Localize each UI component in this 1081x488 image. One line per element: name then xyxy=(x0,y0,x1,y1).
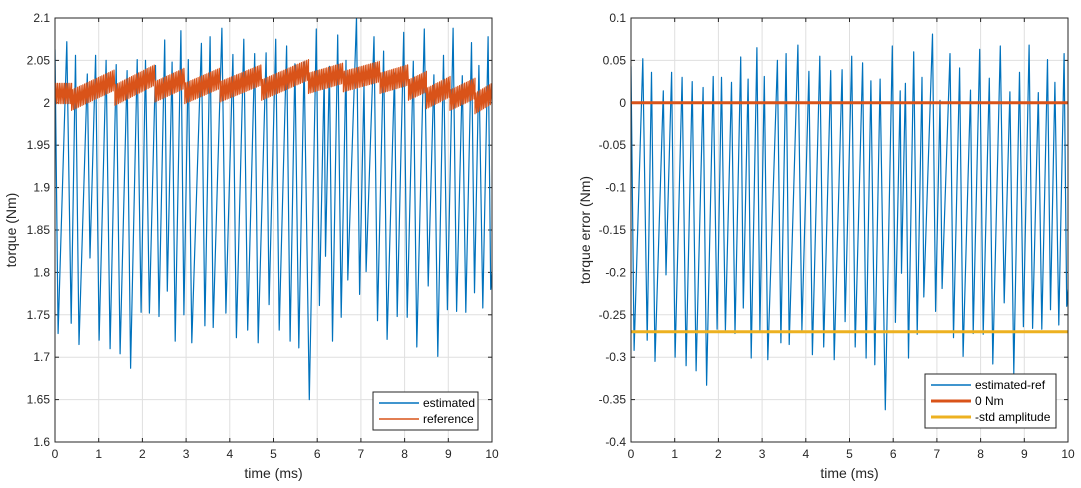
chart-2: 0 1 2 3 4 5 6 7 8 9 10 -0.4 -0.35 -0.3 -0.25 -0.2 -0.15 -… xyxy=(577,11,1075,481)
y-tick-label: 1.7 xyxy=(33,350,50,364)
x-tick-label: 10 xyxy=(485,447,499,461)
y-tick-label: -0.15 xyxy=(599,223,627,237)
x-tick-label: 9 xyxy=(1021,447,1028,461)
x-tick-label: 8 xyxy=(977,447,984,461)
y-tick-label: 0.1 xyxy=(609,11,626,25)
x-tick-label: 1 xyxy=(671,447,678,461)
legend-label: reference xyxy=(423,412,474,426)
series-line-estimated xyxy=(55,18,492,401)
y-tick-label: 1.85 xyxy=(27,223,51,237)
axes-box xyxy=(630,17,1069,443)
x-tick-label: 0 xyxy=(52,447,59,461)
x-tick-label: 10 xyxy=(1061,447,1075,461)
x-tick-label: 3 xyxy=(183,447,190,461)
x-tick-label: 7 xyxy=(358,447,365,461)
legend-box xyxy=(372,391,479,431)
x-tick-label: 6 xyxy=(314,447,321,461)
y-tick-label: 0 xyxy=(619,96,626,110)
x-tick-label: 3 xyxy=(759,447,766,461)
x-tick-label: 2 xyxy=(715,447,722,461)
y-tick-label: -0.05 xyxy=(599,138,627,152)
y-tick-label: 1.75 xyxy=(27,308,51,322)
series-line-reference xyxy=(55,59,492,115)
legend-label: estimated-ref xyxy=(975,378,1046,392)
x-tick-label: 2 xyxy=(139,447,146,461)
axes-box xyxy=(54,17,493,443)
legend-label: estimated xyxy=(423,396,475,410)
x-tick-label: 4 xyxy=(226,447,233,461)
x-tick-label: 4 xyxy=(802,447,809,461)
legend-label: 0 Nm xyxy=(975,394,1004,408)
x-tick-label: 0 xyxy=(628,447,635,461)
y-tick-label: 1.65 xyxy=(27,393,51,407)
x-axis-label: time (ms) xyxy=(820,465,878,481)
y-tick-label: 1.9 xyxy=(33,181,50,195)
series-group xyxy=(631,33,1068,411)
y-tick-label: -0.35 xyxy=(599,393,627,407)
legend: estimated-ref 0 Nm -std amplitude xyxy=(924,373,1057,429)
y-tick-label: 1.8 xyxy=(33,265,50,279)
legend: estimated reference xyxy=(372,391,479,431)
y-tick-label: 1.6 xyxy=(33,435,50,449)
x-tick-label: 5 xyxy=(846,447,853,461)
y-tick-label: 2.05 xyxy=(27,53,51,67)
y-axis-label: torque (Nm) xyxy=(3,193,19,268)
y-tick-label: -0.4 xyxy=(605,435,626,449)
x-axis-label: time (ms) xyxy=(244,465,302,481)
y-tick-label: -0.3 xyxy=(605,350,626,364)
legend-label: -std amplitude xyxy=(975,410,1051,424)
x-tick-label: 7 xyxy=(934,447,941,461)
y-tick-label: 2 xyxy=(43,96,50,110)
x-tick-label: 9 xyxy=(445,447,452,461)
y-tick-label: -0.1 xyxy=(605,181,626,195)
chart-1: 0 1 2 3 4 5 6 7 8 9 10 1.6 1.65 1.7 1.75 1.8 1.85 1.9 1.95… xyxy=(3,11,499,481)
x-tick-label: 5 xyxy=(270,447,277,461)
y-axis-label: torque error (Nm) xyxy=(577,176,593,284)
y-tick-label: 2.1 xyxy=(33,11,50,25)
y-tick-label: -0.25 xyxy=(599,308,627,322)
series-line-estimated-ref xyxy=(631,33,1068,411)
y-tick-label: -0.2 xyxy=(605,265,626,279)
series-group xyxy=(55,18,492,401)
y-tick-label: 0.05 xyxy=(603,53,627,67)
x-tick-label: 8 xyxy=(401,447,408,461)
x-tick-label: 1 xyxy=(95,447,102,461)
x-tick-label: 6 xyxy=(890,447,897,461)
y-tick-label: 1.95 xyxy=(27,138,51,152)
